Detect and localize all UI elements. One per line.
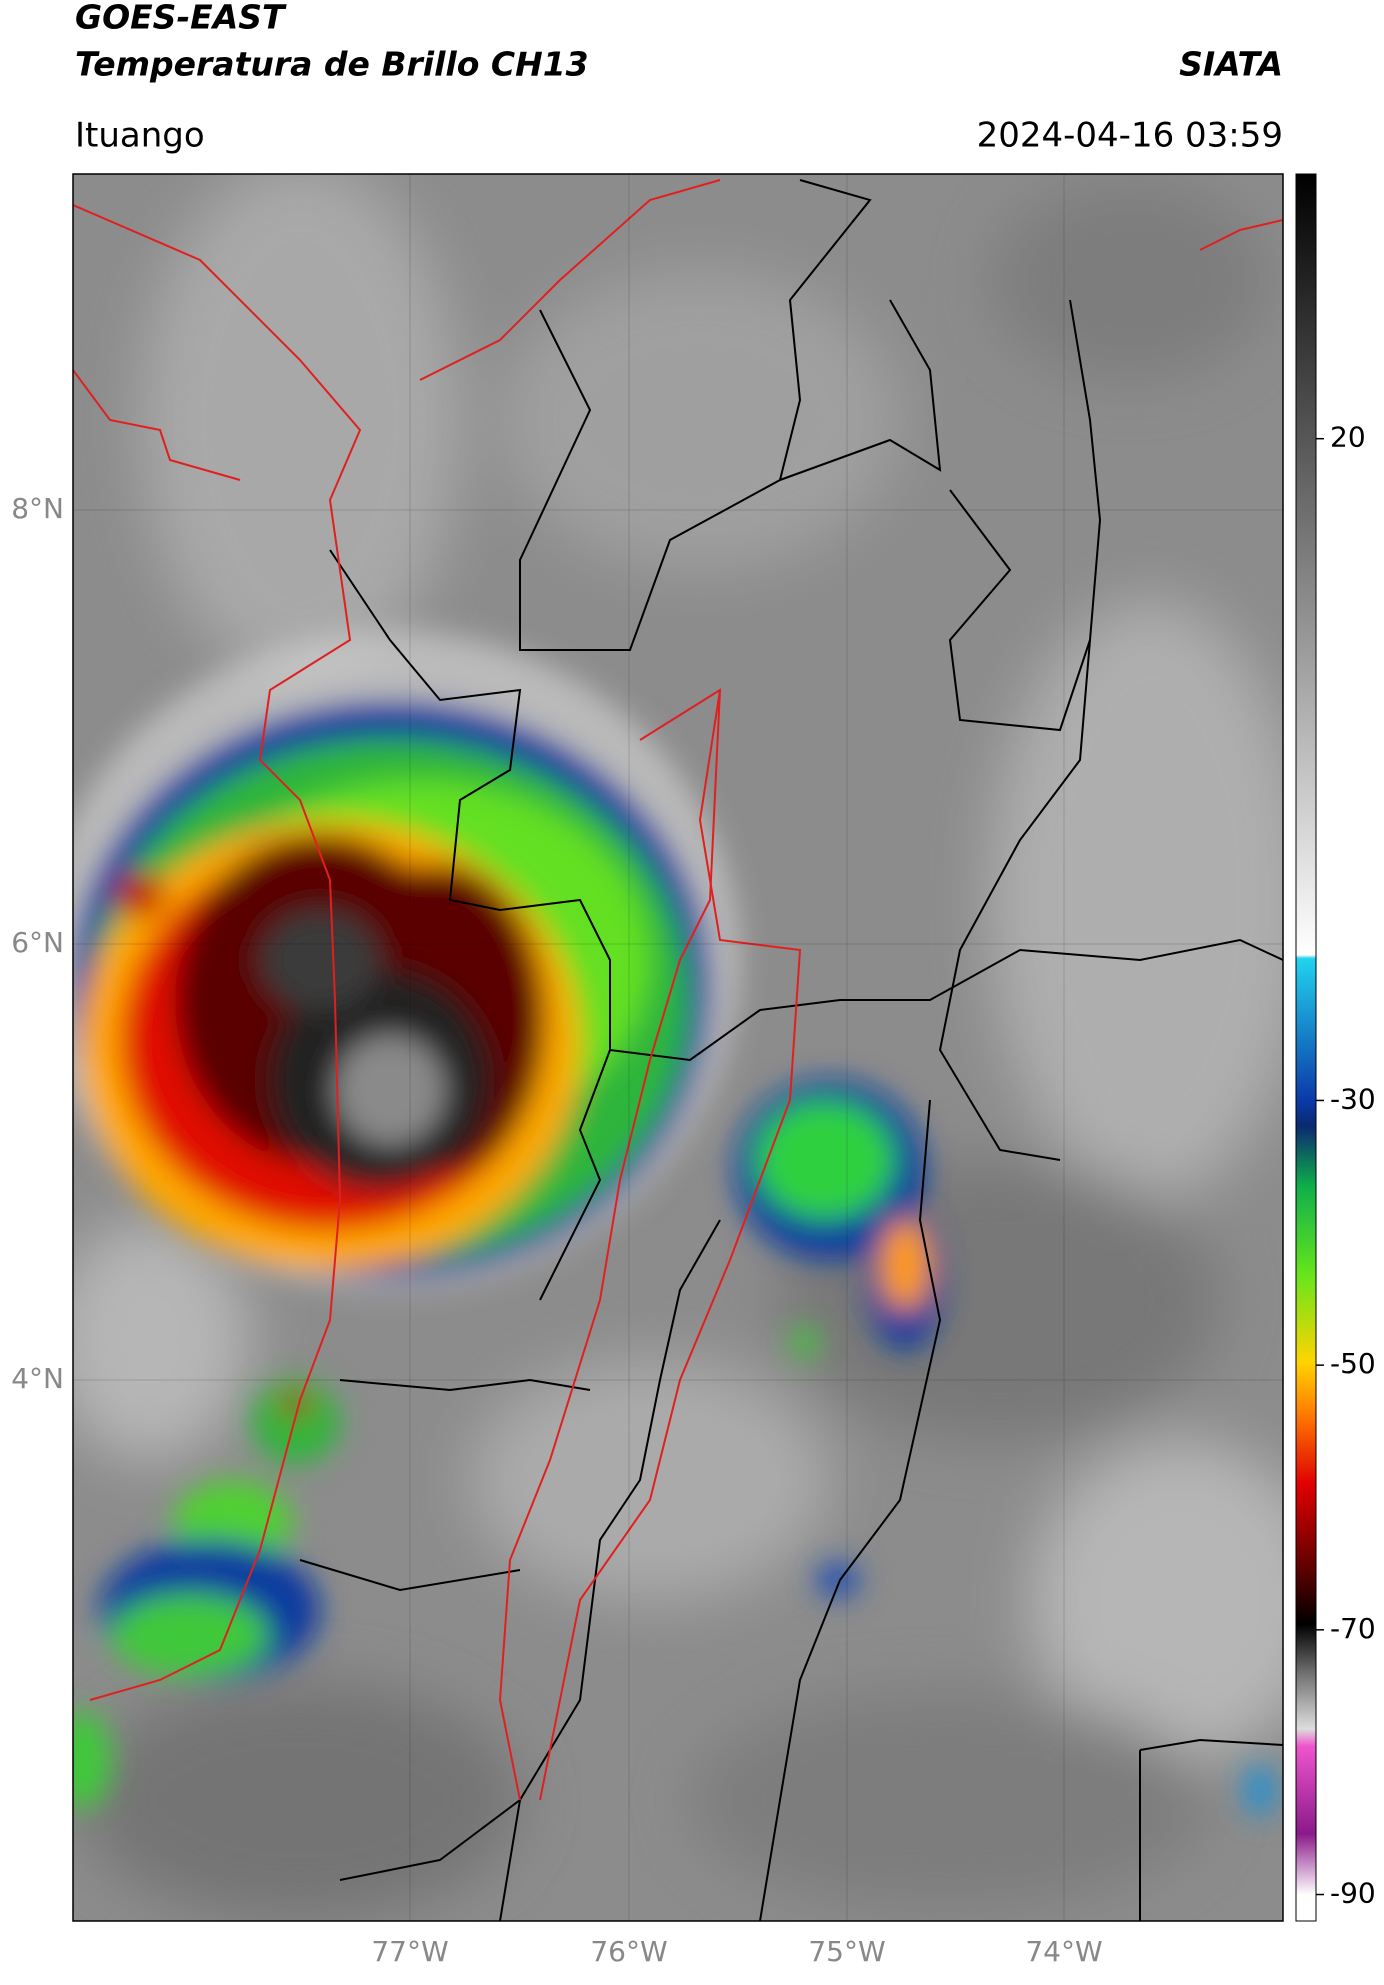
colorbar: 20 -30 -50 -70 -90 xyxy=(1295,173,1376,1922)
lat-label: 4°N xyxy=(11,1362,64,1395)
colorbar-tick-label: -50 xyxy=(1330,1347,1376,1380)
country-borders xyxy=(73,179,1283,1801)
source: SIATA xyxy=(1179,45,1283,84)
lon-label: 77°W xyxy=(371,1935,448,1968)
subtitle: Temperatura de Brillo CH13 xyxy=(75,45,589,84)
colorbar-tick-label: 20 xyxy=(1330,421,1366,454)
lon-label: 76°W xyxy=(590,1935,667,1968)
lon-label: 75°W xyxy=(808,1935,885,1968)
satellite-image xyxy=(73,174,1283,1921)
datetime: 2024-04-16 03:59 xyxy=(977,116,1283,156)
graticule xyxy=(73,174,1283,1921)
lat-label: 6°N xyxy=(11,926,64,959)
location: Ituango xyxy=(75,116,205,156)
lon-label: 74°W xyxy=(1025,1935,1102,1968)
admin-borders xyxy=(299,179,1283,1921)
title: GOES-EAST xyxy=(75,0,287,37)
colorbar-scale xyxy=(1295,173,1317,1922)
colorbar-tick-label: -70 xyxy=(1330,1612,1376,1645)
colorbar-tick-label: -90 xyxy=(1330,1877,1376,1910)
colorbar-tick-label: -30 xyxy=(1330,1082,1376,1115)
lat-label: 8°N xyxy=(11,492,64,525)
map-frame xyxy=(72,173,1284,1922)
